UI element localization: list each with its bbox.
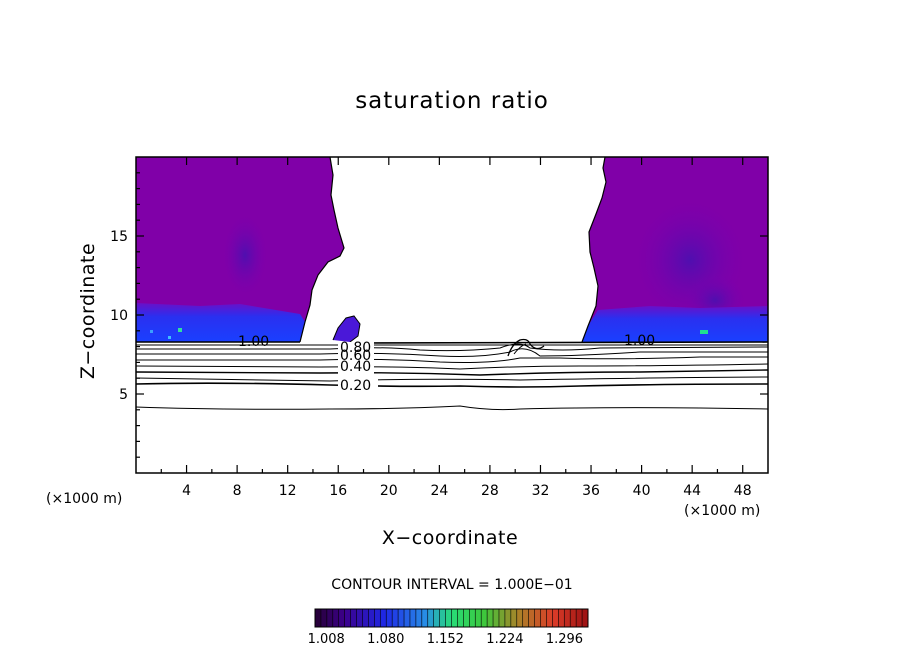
colorbar-cell: [445, 609, 452, 627]
colorbar-cell: [392, 609, 399, 627]
colorbar-cell: [368, 609, 375, 627]
colorbar-cell: [475, 609, 482, 627]
colorbar-cell: [326, 609, 334, 627]
colorbar-cell: [356, 609, 363, 627]
contour-label: 0.80: [340, 340, 371, 356]
colorbar-cell: [332, 609, 340, 627]
x-tick-label: 36: [582, 483, 600, 499]
contour-label: 1.00: [624, 333, 655, 349]
x-tick-label: 24: [430, 483, 448, 499]
colorbar-frame: [314, 608, 589, 628]
x-tick-label: 32: [532, 483, 550, 499]
y-axis-label: Z−coordinate: [77, 242, 99, 380]
colorbar-cell: [315, 609, 322, 627]
x-unit-label-left: (×1000 m): [46, 491, 123, 507]
colorbar-cell: [386, 609, 393, 627]
colorbar-tick-label: 1.296: [545, 632, 584, 647]
colorbar-cell: [380, 609, 387, 627]
colorbar-cell: [516, 609, 524, 627]
x-tick-label: 28: [481, 483, 499, 499]
colorbar-cell: [493, 609, 500, 627]
colorbar-cell: [457, 609, 464, 627]
contour-lines: [136, 338, 768, 411]
colorbar-cell: [427, 609, 435, 627]
colorbar-cell: [540, 609, 547, 627]
x-unit-label-right: (×1000 m): [684, 503, 761, 519]
colorbar-cell: [582, 609, 589, 627]
colorbar-cell: [528, 609, 536, 627]
colorbar-cell: [320, 609, 328, 627]
colorbar-cell: [433, 609, 441, 627]
colorbar-cell: [481, 609, 488, 627]
colorbar-cell: [409, 609, 417, 627]
right-cloud-base-band: [582, 306, 768, 342]
y-axis: 5 10 15: [110, 172, 768, 458]
colorbar-cell: [415, 609, 423, 627]
colorbar-cell: [451, 609, 458, 627]
contour-interval-text: CONTOUR INTERVAL = 1.000E−01: [331, 577, 573, 593]
y-tick-label: 5: [119, 387, 128, 403]
colorbar-tick-label: 1.224: [486, 632, 524, 647]
small-cloud: [333, 316, 360, 342]
colorbar-cell: [338, 609, 346, 627]
chart-title: saturation ratio: [355, 88, 549, 114]
colorbar-cell: [558, 609, 565, 627]
colorbar-tick-label: 1.152: [426, 632, 464, 647]
colorbar-cell: [534, 609, 542, 627]
colorbar-cell: [564, 609, 571, 627]
saturation-field: [136, 157, 768, 343]
contour-label: 0.60: [340, 348, 371, 364]
colorbar-cell: [522, 609, 530, 627]
colorbar-tick-label: 1.008: [307, 632, 345, 647]
left-cloud-base-band: [136, 303, 305, 342]
x-tick-label: 44: [683, 483, 701, 499]
colorbar-cell: [469, 609, 476, 627]
colorbar-cell: [350, 609, 358, 627]
x-tick-label: 8: [233, 483, 242, 499]
colorbar: [314, 608, 589, 628]
x-tick-label: 4: [182, 483, 191, 499]
x-tick-label: 16: [329, 483, 347, 499]
colorbar-cell: [498, 609, 506, 627]
colorbar-cell: [463, 609, 470, 627]
y-tick-label: 10: [110, 308, 128, 324]
colorbar-cell: [510, 609, 518, 627]
colorbar-cell: [546, 609, 553, 627]
contour-labels: 1.00 0.80 0.60 0.40 0.20 1.00: [238, 333, 655, 394]
x-tick-label: 20: [380, 483, 398, 499]
colorbar-cell: [398, 609, 405, 627]
y-tick-label: 15: [110, 229, 128, 245]
contour-label: 0.20: [340, 378, 371, 394]
colorbar-cell: [404, 609, 411, 627]
x-tick-label: 40: [633, 483, 651, 499]
contour-label: 1.00: [238, 334, 269, 350]
x-axis-label: X−coordinate: [381, 527, 519, 549]
colorbar-cell: [576, 609, 583, 627]
colorbar-cell: [421, 609, 429, 627]
colorbar-cell: [504, 609, 512, 627]
x-tick-label: 12: [279, 483, 297, 499]
x-tick-label: 48: [734, 483, 752, 499]
colorbar-cell: [487, 609, 494, 627]
colorbar-cell: [344, 609, 352, 627]
colorbar-cell: [552, 609, 559, 627]
colorbar-cell: [570, 609, 577, 627]
contour-label: 0.40: [340, 359, 371, 375]
colorbar-cell: [362, 609, 369, 627]
colorbar-tick-label: 1.080: [367, 632, 405, 647]
colorbar-cell: [374, 609, 381, 627]
colorbar-cell: [439, 609, 447, 627]
x-axis: 4 8 12 16 20 24 28 32 36 40 44 48: [160, 157, 752, 499]
